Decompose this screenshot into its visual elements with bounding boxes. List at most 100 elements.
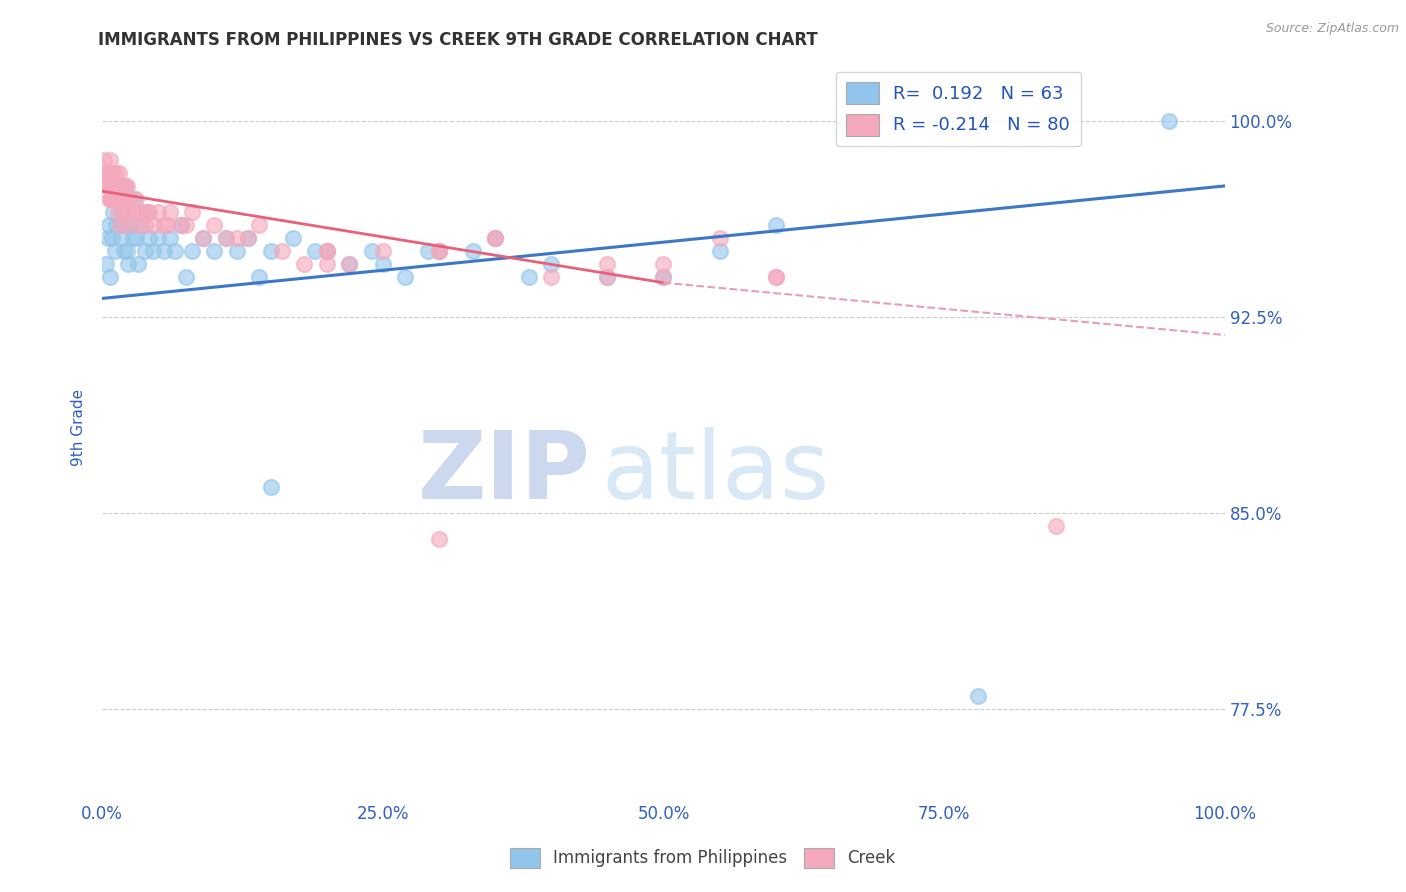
- Point: [596, 257, 619, 271]
- Point: [159, 231, 181, 245]
- Point: [108, 166, 131, 180]
- Point: [127, 218, 149, 232]
- Point: [652, 270, 675, 285]
- Point: [100, 192, 122, 206]
- Point: [652, 257, 675, 271]
- Point: [97, 231, 120, 245]
- Point: [236, 231, 259, 245]
- Point: [1157, 113, 1180, 128]
- Legend: Immigrants from Philippines, Creek: Immigrants from Philippines, Creek: [503, 841, 903, 875]
- Point: [134, 218, 156, 232]
- Point: [596, 270, 619, 285]
- Point: [394, 270, 416, 285]
- Point: [484, 231, 506, 245]
- Point: [360, 244, 382, 259]
- Point: [226, 231, 249, 245]
- Point: [112, 244, 135, 259]
- Point: [138, 231, 160, 245]
- Point: [98, 270, 121, 285]
- Point: [596, 270, 619, 285]
- Point: [96, 178, 118, 193]
- Point: [315, 244, 337, 259]
- Point: [97, 178, 120, 193]
- Point: [148, 205, 170, 219]
- Point: [108, 192, 131, 206]
- Point: [98, 178, 121, 193]
- Point: [108, 192, 131, 206]
- Point: [104, 192, 127, 206]
- Point: [709, 244, 731, 259]
- Point: [107, 178, 129, 193]
- Point: [115, 244, 138, 259]
- Point: [117, 257, 139, 271]
- Point: [247, 218, 270, 232]
- Point: [142, 218, 165, 232]
- Point: [101, 231, 124, 245]
- Point: [121, 205, 143, 219]
- Point: [115, 178, 138, 193]
- Point: [94, 166, 117, 180]
- Point: [148, 231, 170, 245]
- Point: [115, 218, 138, 232]
- Point: [765, 218, 787, 232]
- Point: [259, 244, 281, 259]
- Y-axis label: 9th Grade: 9th Grade: [72, 389, 86, 467]
- Point: [105, 178, 128, 193]
- Point: [709, 231, 731, 245]
- Point: [427, 244, 450, 259]
- Point: [121, 231, 143, 245]
- Point: [165, 244, 187, 259]
- Point: [142, 244, 165, 259]
- Point: [416, 244, 439, 259]
- Point: [104, 166, 127, 180]
- Point: [103, 244, 125, 259]
- Point: [104, 218, 127, 232]
- Point: [114, 178, 136, 193]
- Point: [540, 270, 562, 285]
- Point: [131, 218, 153, 232]
- Point: [114, 192, 136, 206]
- Point: [315, 244, 337, 259]
- Point: [134, 244, 156, 259]
- Point: [100, 166, 122, 180]
- Point: [371, 257, 394, 271]
- Point: [281, 231, 304, 245]
- Point: [117, 205, 139, 219]
- Point: [292, 257, 315, 271]
- Point: [120, 218, 142, 232]
- Point: [427, 244, 450, 259]
- Point: [98, 153, 121, 167]
- Text: ZIP: ZIP: [418, 426, 591, 518]
- Point: [111, 192, 134, 206]
- Point: [427, 532, 450, 546]
- Point: [193, 231, 215, 245]
- Point: [1045, 519, 1067, 533]
- Point: [765, 270, 787, 285]
- Point: [101, 192, 124, 206]
- Point: [101, 178, 124, 193]
- Point: [176, 270, 198, 285]
- Point: [966, 689, 988, 703]
- Point: [517, 270, 540, 285]
- Point: [484, 231, 506, 245]
- Point: [176, 218, 198, 232]
- Point: [427, 244, 450, 259]
- Point: [111, 205, 134, 219]
- Legend: R=  0.192   N = 63, R = -0.214   N = 80: R= 0.192 N = 63, R = -0.214 N = 80: [835, 71, 1081, 146]
- Point: [127, 257, 149, 271]
- Point: [170, 218, 193, 232]
- Point: [103, 192, 125, 206]
- Point: [461, 244, 484, 259]
- Point: [156, 218, 179, 232]
- Point: [159, 205, 181, 219]
- Point: [484, 231, 506, 245]
- Point: [103, 178, 125, 193]
- Point: [93, 153, 115, 167]
- Point: [107, 205, 129, 219]
- Point: [114, 178, 136, 193]
- Point: [765, 270, 787, 285]
- Point: [122, 192, 145, 206]
- Point: [259, 480, 281, 494]
- Text: atlas: atlas: [602, 426, 830, 518]
- Point: [108, 218, 131, 232]
